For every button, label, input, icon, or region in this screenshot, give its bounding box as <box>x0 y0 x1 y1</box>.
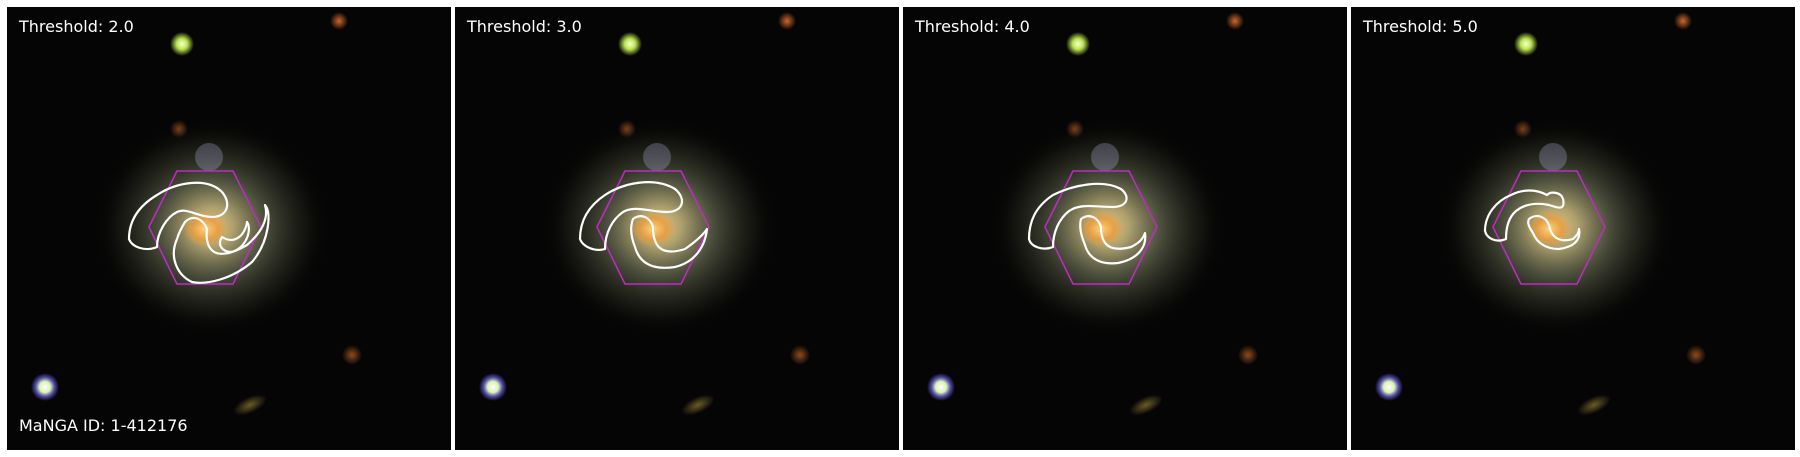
manga-id-label: MaNGA ID: 1-412176 <box>19 416 188 435</box>
threshold-label: Threshold: 3.0 <box>467 17 582 36</box>
spiral-arm-contour <box>578 181 709 269</box>
spiral-arm-contour <box>127 181 270 284</box>
galaxy-image <box>903 7 1347 450</box>
spiral-arm-contour <box>1027 182 1147 265</box>
ifu-hexagon <box>596 170 710 285</box>
spiral-arm-contour <box>1483 189 1581 251</box>
galaxy-panel-4: Threshold: 5.0 <box>1351 7 1795 450</box>
threshold-label: Threshold: 2.0 <box>19 17 134 36</box>
threshold-label: Threshold: 5.0 <box>1363 17 1478 36</box>
ifu-hexagon <box>1492 170 1606 285</box>
galaxy-image <box>455 7 899 450</box>
galaxy-panel-3: Threshold: 4.0 <box>903 7 1347 450</box>
ifu-hexagon <box>148 170 262 285</box>
galaxy-image <box>1351 7 1795 450</box>
ifu-hexagon <box>1044 170 1158 285</box>
galaxy-panel-2: Threshold: 3.0 <box>455 7 899 450</box>
galaxy-image <box>7 7 451 450</box>
galaxy-panel-1: Threshold: 2.0 MaNGA ID: 1-412176 <box>7 7 451 450</box>
threshold-label: Threshold: 4.0 <box>915 17 1030 36</box>
